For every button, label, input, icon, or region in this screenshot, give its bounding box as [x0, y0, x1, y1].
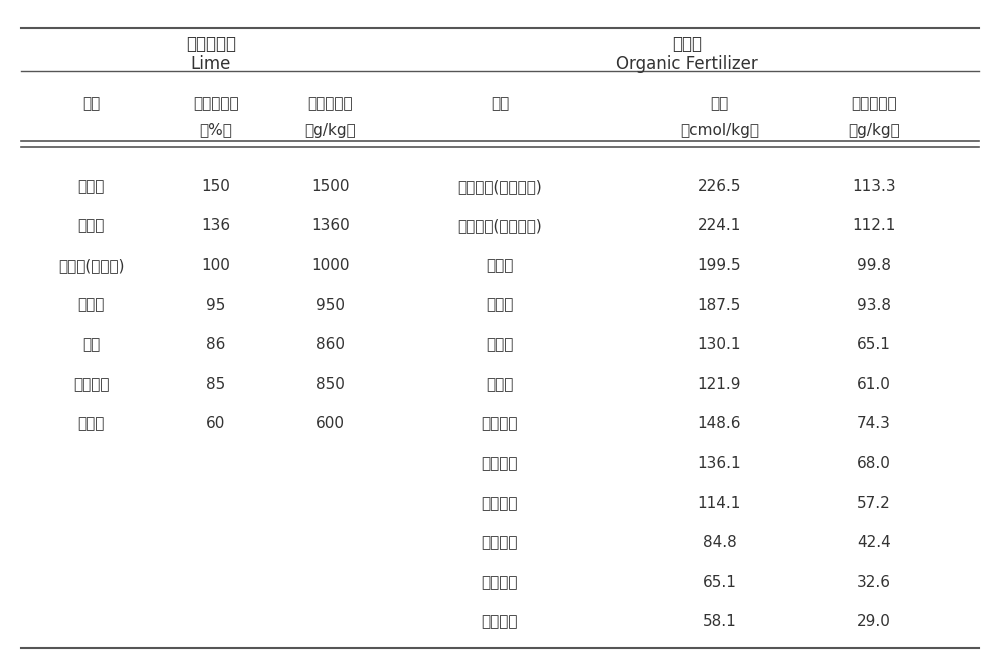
Text: 花生秸秆: 花生秸秆 — [482, 416, 518, 432]
Text: 1360: 1360 — [311, 218, 350, 233]
Text: 950: 950 — [316, 298, 345, 312]
Text: 136: 136 — [201, 218, 230, 233]
Text: 85: 85 — [206, 377, 225, 392]
Text: （%）: （%） — [199, 123, 232, 138]
Text: 74.3: 74.3 — [857, 416, 891, 432]
Text: 高温堆肥(北方平均): 高温堆肥(北方平均) — [458, 179, 542, 194]
Text: Lime: Lime — [191, 55, 231, 73]
Text: 86: 86 — [206, 337, 225, 352]
Text: 种类: 种类 — [491, 96, 509, 111]
Text: 226.5: 226.5 — [698, 179, 741, 194]
Text: 熟石灰: 熟石灰 — [77, 218, 105, 233]
Text: 32.6: 32.6 — [857, 575, 891, 590]
Text: 130.1: 130.1 — [698, 337, 741, 352]
Text: 鲜猪粪: 鲜猪粪 — [486, 337, 514, 352]
Text: 600: 600 — [316, 416, 345, 432]
Text: 玉米秸秆: 玉米秸秆 — [482, 575, 518, 590]
Text: 煤灰: 煤灰 — [82, 337, 100, 352]
Text: 112.1: 112.1 — [852, 218, 896, 233]
Text: 65.1: 65.1 — [702, 575, 736, 590]
Text: 93.8: 93.8 — [857, 298, 891, 312]
Text: 高温堆肥(全国平均): 高温堆肥(全国平均) — [458, 218, 542, 233]
Text: 碳酸钙当量: 碳酸钙当量 — [193, 96, 239, 111]
Text: 95: 95 — [206, 298, 225, 312]
Text: 鲜牛粪: 鲜牛粪 — [486, 377, 514, 392]
Text: 42.4: 42.4 — [857, 535, 891, 550]
Text: 水稻秸秆: 水稻秸秆 — [482, 535, 518, 550]
Text: 碱度: 碱度 — [710, 96, 729, 111]
Text: 60: 60 — [206, 416, 225, 432]
Text: 有机肥: 有机肥 — [672, 35, 702, 53]
Text: 种类: 种类 — [82, 96, 100, 111]
Text: 150: 150 — [201, 179, 230, 194]
Text: 58.1: 58.1 — [703, 615, 736, 629]
Text: 生石灰: 生石灰 — [77, 179, 105, 194]
Text: 224.1: 224.1 — [698, 218, 741, 233]
Text: 68.0: 68.0 — [857, 456, 891, 471]
Text: 100: 100 — [201, 258, 230, 273]
Text: 油菜秸秆: 油菜秸秆 — [482, 496, 518, 511]
Text: 113.3: 113.3 — [852, 179, 896, 194]
Text: 65.1: 65.1 — [857, 337, 891, 352]
Text: 860: 860 — [316, 337, 345, 352]
Text: 1000: 1000 — [311, 258, 350, 273]
Text: 148.6: 148.6 — [698, 416, 741, 432]
Text: 牡蛎壳灰: 牡蛎壳灰 — [73, 377, 109, 392]
Text: （g/kg）: （g/kg） — [305, 123, 356, 138]
Text: 鲜羊粪: 鲜羊粪 — [486, 258, 514, 273]
Text: 84.8: 84.8 — [703, 535, 736, 550]
Text: 136.1: 136.1 — [698, 456, 741, 471]
Text: 大豆秸秆: 大豆秸秆 — [482, 456, 518, 471]
Text: 199.5: 199.5 — [698, 258, 741, 273]
Text: Organic Fertilizer: Organic Fertilizer — [616, 55, 758, 73]
Text: 碳酸钙(石灰石): 碳酸钙(石灰石) — [58, 258, 124, 273]
Text: 碳酸钙当量: 碳酸钙当量 — [851, 96, 897, 111]
Text: 121.9: 121.9 — [698, 377, 741, 392]
Text: 187.5: 187.5 — [698, 298, 741, 312]
Text: 石灰类物质: 石灰类物质 — [186, 35, 236, 53]
Text: 29.0: 29.0 — [857, 615, 891, 629]
Text: 1500: 1500 — [311, 179, 350, 194]
Text: 白云石: 白云石 — [77, 298, 105, 312]
Text: 850: 850 — [316, 377, 345, 392]
Text: 61.0: 61.0 — [857, 377, 891, 392]
Text: 57.2: 57.2 — [857, 496, 891, 511]
Text: （g/kg）: （g/kg） — [848, 123, 900, 138]
Text: 草木灰: 草木灰 — [77, 416, 105, 432]
Text: 鲜鸡粪: 鲜鸡粪 — [486, 298, 514, 312]
Text: （cmol/kg）: （cmol/kg） — [680, 123, 759, 138]
Text: 小麦秸秆: 小麦秸秆 — [482, 615, 518, 629]
Text: 碳酸钙当量: 碳酸钙当量 — [308, 96, 353, 111]
Text: 99.8: 99.8 — [857, 258, 891, 273]
Text: 114.1: 114.1 — [698, 496, 741, 511]
